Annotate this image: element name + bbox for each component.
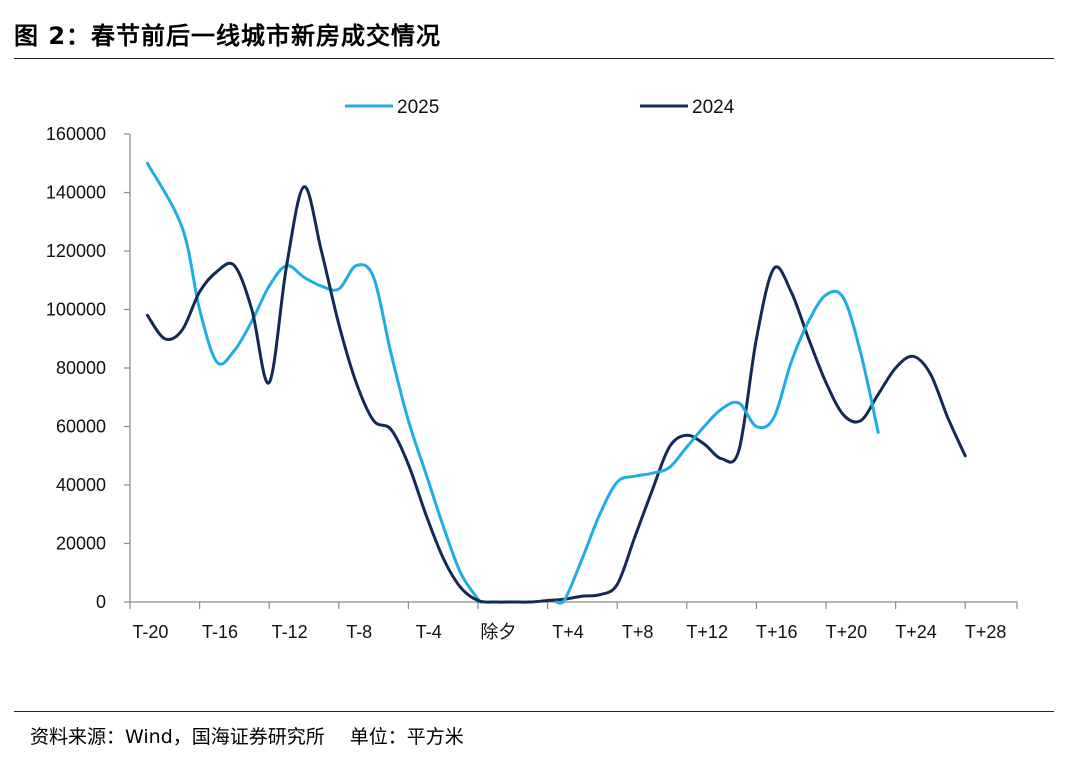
x-tick-label: 除夕 xyxy=(480,622,516,642)
y-tick-label: 100000 xyxy=(46,300,106,320)
x-tick-label: T+20 xyxy=(826,622,868,642)
x-tick-label: T-16 xyxy=(202,622,238,642)
x-axis: T-20 T-16 T-12 T-8 T-4 除夕 T+4 T+8 T+12 T+16 T+20 T+… xyxy=(129,601,1018,642)
figure-title: 图 2：春节前后一线城市新房成交情况 xyxy=(14,22,442,50)
y-tick-label: 120000 xyxy=(46,241,106,261)
legend: 2025 2024 xyxy=(345,97,735,118)
y-tick-label: 160000 xyxy=(46,124,106,144)
series-line-2025-0 xyxy=(145,161,483,604)
y-tick-label: 140000 xyxy=(46,183,106,203)
series-line-2025-2 xyxy=(554,289,880,605)
x-tick-label: T+4 xyxy=(552,622,584,642)
bottom-rule xyxy=(14,711,1054,712)
x-tick-label: T+16 xyxy=(756,622,798,642)
line-chart: 2025 2024 0 20000 40000 60000 80000 100000 1200… xyxy=(46,97,1018,642)
x-tick-label: T+28 xyxy=(965,622,1007,642)
x-tick-label: T-4 xyxy=(416,622,442,642)
y-tick-label: 80000 xyxy=(56,358,106,378)
x-tick-label: T+24 xyxy=(895,622,937,642)
legend-label-2024: 2024 xyxy=(692,97,735,118)
x-tick-label: T+8 xyxy=(622,622,654,642)
source-note: 资料来源：Wind，国海证券研究所 单位：平方米 xyxy=(30,726,464,748)
y-tick-label: 40000 xyxy=(56,475,106,495)
y-tick-label: 60000 xyxy=(56,417,106,437)
plot-lines xyxy=(145,161,967,605)
x-tick-label: T-20 xyxy=(132,622,168,642)
x-tick-label: T-8 xyxy=(346,622,372,642)
y-tick-label: 20000 xyxy=(56,534,106,554)
x-tick-label: T+12 xyxy=(686,622,728,642)
series-line-2024-1 xyxy=(145,185,967,604)
legend-label-2025: 2025 xyxy=(397,97,439,118)
x-tick-label: T-12 xyxy=(272,622,308,642)
top-rule xyxy=(14,58,1054,59)
y-axis: 0 20000 40000 60000 80000 100000 120000 140000 1… xyxy=(46,124,131,612)
y-tick-label: 0 xyxy=(96,592,106,612)
